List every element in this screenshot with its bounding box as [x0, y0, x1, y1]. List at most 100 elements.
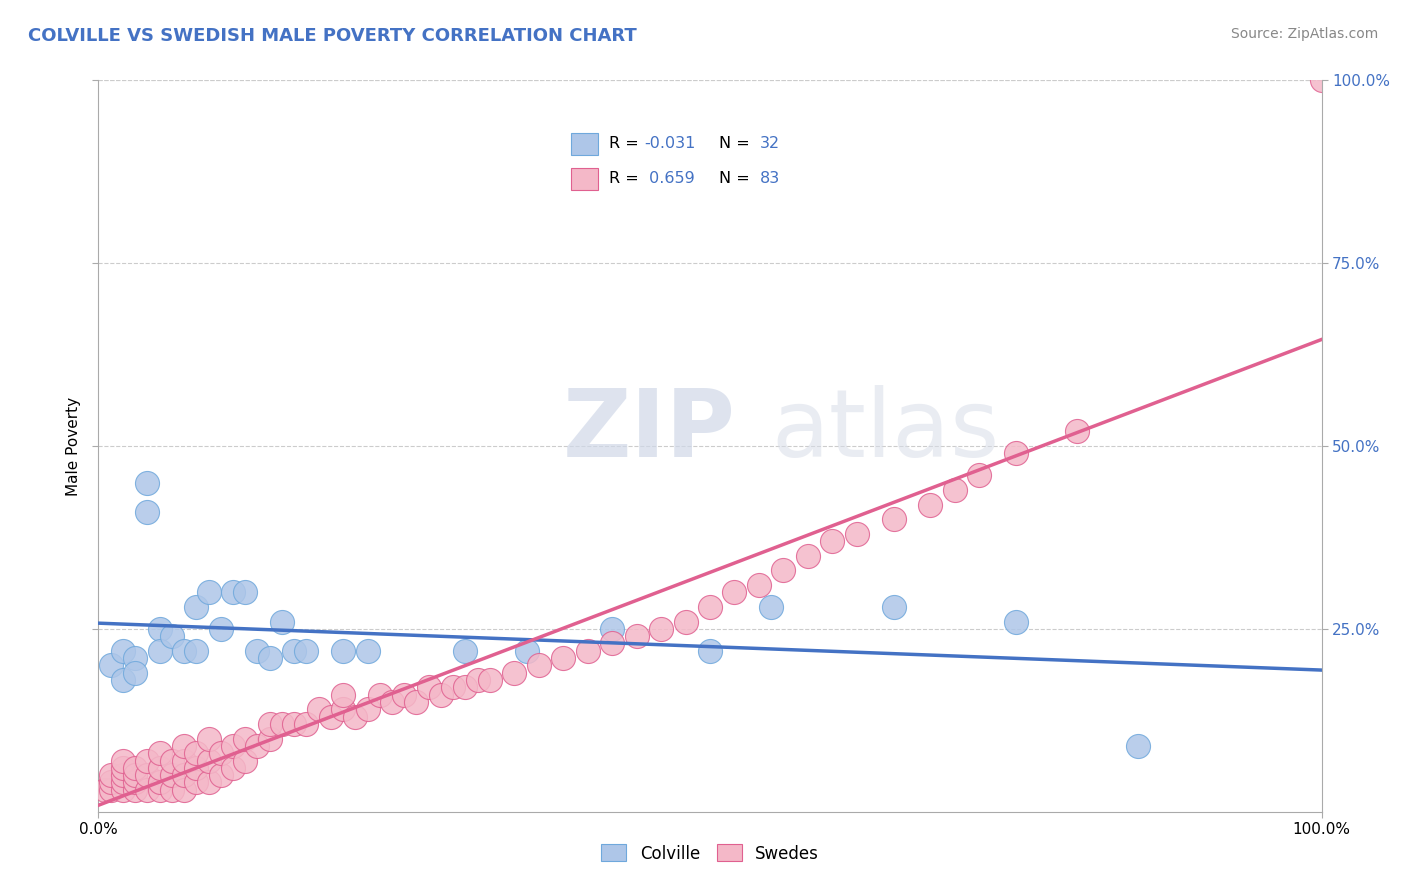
Point — [149, 761, 172, 775]
Point — [259, 717, 281, 731]
Point — [124, 665, 146, 680]
Point — [283, 717, 305, 731]
Point — [173, 644, 195, 658]
Point — [186, 746, 208, 760]
Point — [136, 782, 159, 797]
Point — [124, 768, 146, 782]
Point — [209, 746, 232, 760]
Point — [283, 644, 305, 658]
Point — [186, 775, 208, 789]
Point — [600, 636, 623, 650]
Point — [173, 768, 195, 782]
Point — [246, 644, 269, 658]
Point — [246, 739, 269, 753]
Point — [797, 549, 820, 563]
Point — [392, 688, 416, 702]
Point — [93, 782, 115, 797]
Point — [100, 782, 122, 797]
Point — [233, 585, 256, 599]
Point — [197, 775, 219, 789]
Point — [222, 739, 245, 753]
Point — [418, 681, 440, 695]
Point — [149, 622, 172, 636]
Point — [111, 768, 134, 782]
Point — [430, 688, 453, 702]
FancyBboxPatch shape — [571, 133, 598, 155]
Point — [209, 768, 232, 782]
Point — [441, 681, 464, 695]
Point — [233, 731, 256, 746]
Point — [1004, 446, 1026, 460]
Point — [136, 475, 159, 490]
Point — [111, 761, 134, 775]
Point — [124, 775, 146, 789]
Point — [100, 658, 122, 673]
Point — [699, 599, 721, 614]
Point — [920, 498, 942, 512]
Point — [186, 644, 208, 658]
Point — [454, 644, 477, 658]
Point — [100, 768, 122, 782]
Point — [1128, 739, 1150, 753]
Text: atlas: atlas — [772, 385, 1000, 477]
Point — [197, 585, 219, 599]
Point — [699, 644, 721, 658]
Point — [100, 775, 122, 789]
Text: 32: 32 — [759, 136, 780, 152]
Point — [553, 651, 575, 665]
Point — [1066, 425, 1088, 439]
Point — [332, 688, 354, 702]
Point — [332, 702, 354, 716]
Point — [356, 644, 378, 658]
Point — [149, 782, 172, 797]
Point — [761, 599, 783, 614]
Point — [295, 644, 318, 658]
Point — [883, 512, 905, 526]
Point — [723, 585, 745, 599]
Point — [454, 681, 477, 695]
Text: 83: 83 — [759, 170, 780, 186]
Text: ZIP: ZIP — [564, 385, 737, 477]
Point — [160, 629, 183, 643]
Point — [748, 578, 770, 592]
Point — [381, 695, 404, 709]
Point — [160, 754, 183, 768]
Point — [136, 768, 159, 782]
Point — [136, 505, 159, 519]
Point — [111, 673, 134, 687]
Point — [124, 651, 146, 665]
Point — [515, 644, 537, 658]
Point — [368, 688, 391, 702]
Point — [160, 768, 183, 782]
Point — [344, 709, 367, 723]
Point — [308, 702, 330, 716]
Point — [295, 717, 318, 731]
Text: Source: ZipAtlas.com: Source: ZipAtlas.com — [1230, 27, 1378, 41]
Point — [1004, 615, 1026, 629]
Point — [270, 717, 294, 731]
Text: -0.031: -0.031 — [644, 136, 696, 152]
Point — [967, 468, 990, 483]
Text: R =: R = — [609, 136, 644, 152]
Point — [173, 754, 195, 768]
Point — [772, 563, 794, 577]
Point — [576, 644, 599, 658]
Point — [111, 782, 134, 797]
Point — [149, 775, 172, 789]
Point — [173, 782, 195, 797]
Point — [332, 644, 354, 658]
Point — [124, 761, 146, 775]
Point — [405, 695, 427, 709]
Point — [111, 754, 134, 768]
Point — [259, 651, 281, 665]
Point — [160, 782, 183, 797]
Point — [149, 644, 172, 658]
Point — [233, 754, 256, 768]
Point — [821, 534, 844, 549]
Point — [478, 673, 501, 687]
Point — [503, 665, 526, 680]
Text: COLVILLE VS SWEDISH MALE POVERTY CORRELATION CHART: COLVILLE VS SWEDISH MALE POVERTY CORRELA… — [28, 27, 637, 45]
Point — [650, 622, 672, 636]
Text: R =: R = — [609, 170, 644, 186]
Point — [845, 526, 868, 541]
